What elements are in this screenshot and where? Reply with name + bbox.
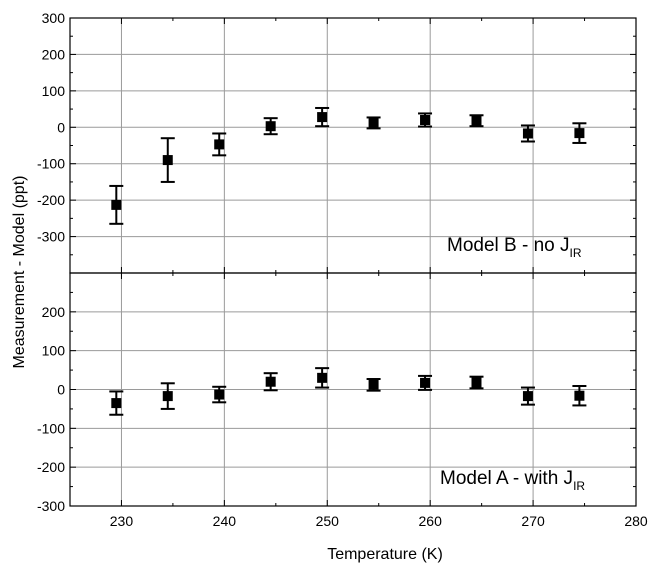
grid — [70, 18, 636, 506]
top-panel-label-subscript: IR — [570, 246, 582, 260]
mean-marker — [574, 128, 585, 139]
tick-marks — [69, 17, 637, 507]
mean-marker — [420, 115, 431, 125]
mean-marker — [111, 398, 122, 409]
mean-marker — [265, 376, 276, 387]
mean-marker — [471, 115, 482, 126]
mean-marker — [265, 121, 276, 132]
y-tick-label: 300 — [42, 10, 66, 26]
mean-marker — [214, 389, 225, 400]
bottom-panel-label: Model A - with JIR — [440, 468, 585, 493]
x-tick-label: 260 — [419, 513, 443, 529]
y-axis-label: Measurement - Model (ppt) — [11, 176, 28, 369]
bottom-panel-label-subscript: IR — [573, 479, 585, 493]
mean-marker — [420, 377, 431, 388]
x-tick-label: 230 — [110, 513, 134, 529]
mean-marker — [574, 390, 585, 401]
mean-marker — [522, 391, 533, 402]
x-tick-label: 270 — [521, 513, 545, 529]
y-tick-label: -200 — [37, 192, 65, 208]
x-tick-label: 240 — [213, 513, 237, 529]
x-tick-label: 250 — [316, 513, 340, 529]
y-tick-label: 0 — [57, 382, 65, 398]
mean-marker — [317, 372, 328, 383]
y-tick-label: -100 — [37, 420, 65, 436]
top-panel-label: Model B - no JIR — [447, 235, 582, 260]
mean-marker — [471, 377, 482, 388]
top-panel-label-main: Model B - no J — [447, 235, 570, 256]
y-tick-label: 0 — [57, 119, 65, 135]
mean-marker — [162, 155, 173, 166]
bottom-panel-label-main: Model A - with J — [440, 468, 573, 489]
mean-marker — [214, 139, 225, 150]
y-tick-label: 100 — [42, 343, 66, 359]
x-axis-label: Temperature (K) — [327, 546, 443, 563]
x-tick-label: 280 — [624, 513, 648, 529]
y-tick-label: -300 — [37, 498, 65, 514]
mean-marker — [317, 112, 328, 123]
mean-marker — [162, 391, 173, 402]
mean-marker — [368, 117, 379, 128]
y-tick-label: 200 — [42, 304, 66, 320]
mean-marker — [368, 379, 379, 390]
y-tick-label: -100 — [37, 156, 65, 172]
y-tick-label: 200 — [42, 46, 66, 62]
tick-labels: 300 200 100 0 -100 -200 -300 200 100 0 -100 -200 -30… — [37, 10, 648, 529]
y-tick-label: -300 — [37, 229, 65, 245]
binned-means — [109, 106, 587, 416]
y-tick-label: -200 — [37, 459, 65, 475]
y-tick-label: 100 — [42, 83, 66, 99]
mean-marker — [522, 128, 533, 139]
mean-marker — [111, 199, 122, 210]
